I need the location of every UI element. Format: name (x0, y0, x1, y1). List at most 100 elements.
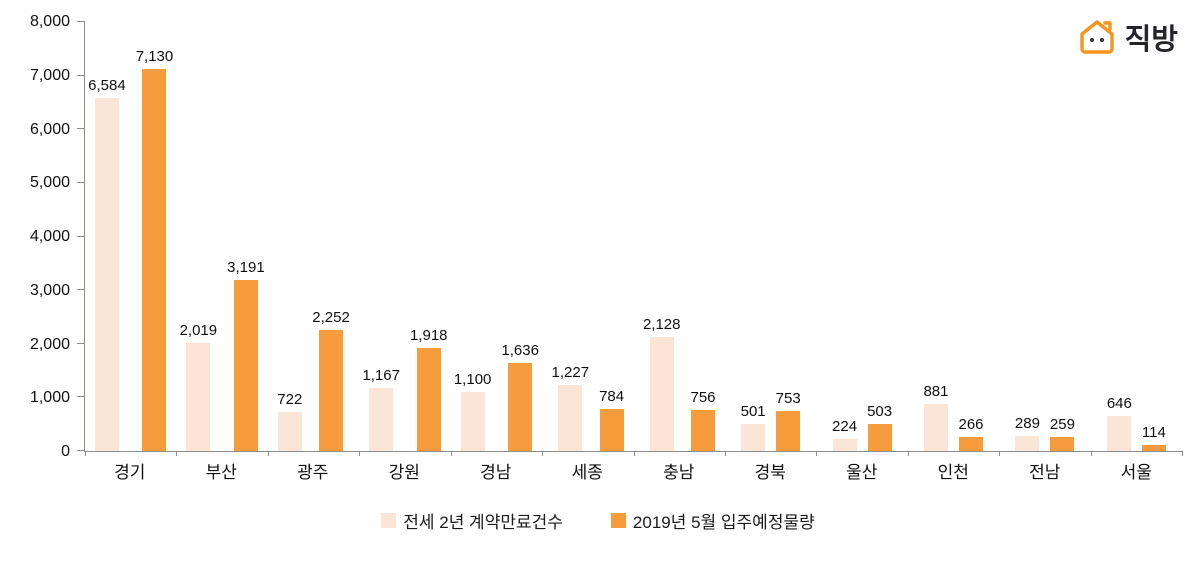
bar-value-label: 1,100 (453, 371, 492, 389)
bar-column: 756 (691, 22, 716, 451)
bar-value-label: 289 (1014, 414, 1040, 432)
x-tick-mark (907, 451, 909, 456)
bar-value-label: 1,227 (551, 364, 590, 382)
y-tick-label: 1,000 (29, 389, 70, 407)
x-tick-mark (724, 451, 726, 456)
bar-value-label: 784 (599, 387, 625, 405)
bar-value-label: 1,167 (362, 367, 400, 385)
bar (94, 97, 119, 451)
bar-column: 1,636 (501, 22, 539, 451)
bar-value-label: 114 (1141, 423, 1166, 441)
bar (1141, 444, 1166, 451)
y-tick-mark (77, 235, 85, 237)
bar-group: 722 2,252 (268, 22, 359, 451)
bar-value-label: 3,191 (227, 258, 265, 276)
legend-swatch (610, 513, 626, 528)
legend-label: 전세 2년 계약만료건수 (403, 513, 563, 532)
x-tick-mark (542, 451, 544, 456)
bar-column: 114 (1141, 22, 1166, 451)
y-tick-label: 8,000 (29, 13, 70, 30)
bar-group: 2,128 756 (634, 22, 725, 451)
plot-area: 6,584 7,130 2,019 3,191 722 2,252 1,167 1,918 1,… (77, 21, 1183, 456)
bar-value-label: 2,019 (179, 321, 218, 339)
y-tick-mark (77, 74, 85, 76)
bar (460, 392, 485, 451)
x-tick-mark (267, 451, 269, 456)
bar-value-label: 722 (277, 391, 303, 409)
bar-value-label: 2,252 (312, 309, 350, 327)
bar-column: 646 (1107, 22, 1132, 451)
bar-column: 266 (959, 22, 984, 451)
y-tick-mark (77, 450, 85, 451)
x-category-label: 광주 (297, 463, 329, 482)
bar-group: 6,584 7,130 (85, 22, 176, 451)
bar-value-label: 1,918 (409, 327, 448, 345)
x-category-label: 경기 (114, 463, 146, 482)
bar-group: 289 259 (999, 22, 1090, 451)
x-tick-mark (1182, 451, 1183, 456)
bar-value-label: 756 (690, 389, 716, 407)
y-tick-label: 6,000 (29, 120, 70, 138)
y-tick-label: 5,000 (29, 174, 70, 192)
bar (142, 68, 167, 451)
bar-value-label: 266 (958, 415, 984, 433)
x-category-label: 인천 (937, 463, 969, 482)
bar (277, 412, 302, 451)
x-tick-mark (999, 451, 1001, 456)
x-tick-mark (633, 451, 635, 456)
x-category-label: 울산 (846, 463, 878, 482)
x-category-label: 세종 (571, 463, 603, 482)
bar-value-label: 646 (1106, 395, 1132, 413)
bar (776, 410, 801, 451)
x-tick-mark (359, 451, 361, 456)
bar-column: 753 (776, 22, 801, 451)
bar (508, 363, 533, 451)
legend-item: 2019년 5월 입주예정물량 (610, 508, 815, 533)
bar (599, 408, 624, 451)
bar-value-label: 6,584 (88, 76, 126, 94)
x-tick-mark (85, 451, 86, 456)
y-tick-mark (77, 289, 85, 291)
y-tick-mark (77, 21, 85, 22)
x-category-label: 전남 (1029, 463, 1061, 482)
bar-column: 224 (832, 22, 857, 451)
bar-column: 1,227 (551, 22, 590, 451)
bar (233, 279, 258, 451)
bar (558, 385, 583, 451)
bar (186, 342, 211, 451)
bar (741, 424, 766, 451)
legend: 전세 2년 계약만료건수 2019년 5월 입주예정물량 (0, 508, 1196, 533)
x-category-label: 경북 (754, 463, 786, 482)
bar-value-label: 1,636 (501, 342, 539, 360)
x-tick-mark (450, 451, 452, 456)
bar-column: 722 (277, 22, 302, 451)
bar (867, 424, 892, 451)
bar (416, 348, 441, 451)
y-tick-label: 7,000 (29, 66, 70, 84)
bar-column: 1,918 (410, 22, 448, 451)
brand-logo: 직방 (1076, 16, 1178, 58)
bar (649, 336, 674, 451)
y-tick-label: 0 (61, 443, 70, 460)
bar-column: 289 (1015, 22, 1040, 451)
bar-groups: 6,584 7,130 2,019 3,191 722 2,252 1,167 1,918 1,… (85, 22, 1182, 451)
bar-group: 501 753 (725, 22, 816, 451)
bar (1107, 416, 1132, 451)
bar-value-label: 881 (923, 382, 949, 400)
y-tick-label: 4,000 (29, 228, 70, 245)
bar-value-label: 753 (775, 389, 801, 407)
house-icon (1076, 19, 1118, 55)
bar (369, 388, 394, 451)
bar-value-label: 503 (867, 403, 893, 421)
bar-column: 503 (867, 22, 892, 451)
x-tick-mark (816, 451, 818, 456)
bar (959, 436, 984, 451)
bar-column: 501 (741, 22, 766, 451)
bar-column: 3,191 (227, 22, 265, 451)
legend-item: 전세 2년 계약만료건수 (381, 508, 563, 533)
bar-column: 2,019 (179, 22, 218, 451)
bar (832, 439, 857, 451)
x-category-label: 경남 (480, 463, 512, 482)
bar-group: 224 503 (816, 22, 907, 451)
y-tick-mark (77, 342, 85, 344)
